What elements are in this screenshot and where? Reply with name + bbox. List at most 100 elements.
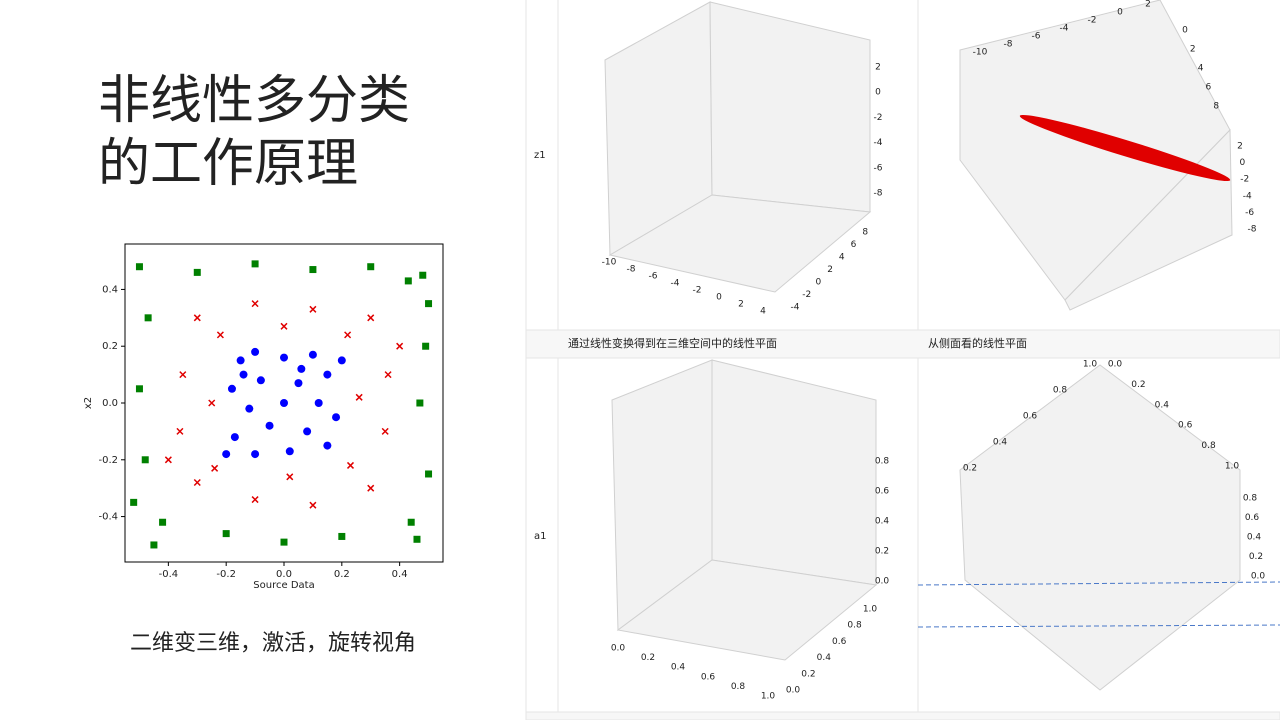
point [211, 464, 219, 472]
axis-tick-label: 4 [839, 253, 845, 263]
point [179, 371, 187, 379]
point [193, 268, 201, 276]
point [164, 456, 172, 464]
axis-tick-label: 0.4 [1247, 533, 1262, 543]
point [346, 461, 355, 469]
point [367, 263, 375, 271]
point [344, 331, 352, 339]
point [309, 305, 317, 313]
point [141, 456, 149, 464]
axis-tick-label: -8 [1004, 40, 1013, 50]
axis-tick-label: -8 [874, 189, 883, 199]
axis-tick-label: 6 [1206, 83, 1212, 93]
axis-tick-label: 0.4 [993, 438, 1008, 448]
point [150, 541, 158, 549]
point [193, 314, 201, 322]
axis-tick-label: -4 [1243, 191, 1252, 201]
axis-tick-label: 0.8 [875, 457, 890, 467]
y-tick-label: 0.4 [102, 284, 118, 295]
y-tick-label: 0.0 [102, 398, 118, 409]
point [135, 385, 143, 393]
axis-tick-label: 0.4 [875, 517, 890, 527]
axis-tick-label: 0.0 [875, 577, 890, 587]
axis-tick-label: 0.2 [641, 653, 655, 663]
axis-tick-label: 0 [875, 88, 881, 98]
point [314, 399, 323, 407]
axis-tick-label: 0.6 [1023, 412, 1038, 422]
axis-tick-label: -6 [649, 272, 658, 282]
axis-tick-label: -4 [671, 279, 680, 289]
point [176, 427, 184, 435]
axis-tick-label: 1.0 [761, 692, 776, 702]
axis-tick-label: 0.4 [671, 663, 686, 673]
caption-bar [525, 329, 1280, 359]
axis-tick-label: 0.8 [1053, 386, 1068, 396]
point [239, 370, 248, 379]
axis-tick-label: 0.8 [731, 682, 746, 692]
axis-tick-label: -2 [693, 286, 702, 296]
axis-tick-label: 6 [851, 240, 857, 250]
axis-tick-label: -6 [874, 163, 883, 173]
dashed-line [917, 624, 1280, 628]
axis-tick-label: -8 [627, 265, 636, 275]
point [236, 356, 245, 365]
point [422, 342, 430, 350]
point [416, 399, 424, 407]
axis-tick-label: 2 [1145, 0, 1151, 10]
point [280, 538, 288, 546]
axis-tick-label: 0.0 [1108, 360, 1123, 370]
point [227, 384, 236, 393]
point [332, 413, 341, 422]
axis-tick-label: 0.2 [875, 547, 889, 557]
axis-tick-label: -2 [1240, 175, 1249, 185]
point [251, 260, 259, 268]
panel-caption: 从侧面看的线性平面 [928, 336, 1027, 350]
point [413, 535, 421, 543]
axis-tick-label: 0.0 [786, 686, 801, 696]
axis-tick-label: 0 [1117, 8, 1123, 18]
x-tick-label: 0.4 [392, 569, 408, 580]
axis-tick-label: 0.6 [875, 487, 890, 497]
x-tick-label: -0.4 [159, 569, 179, 580]
axis-tick-label: 0.8 [1243, 494, 1258, 504]
point [297, 364, 306, 373]
axis-tick-label: 0.0 [611, 644, 626, 654]
title-line: 的工作原理 [98, 134, 358, 194]
axis-tick-label: -10 [602, 258, 617, 268]
axis-tick-label: -8 [1248, 225, 1257, 235]
point [308, 350, 317, 359]
point [135, 263, 143, 271]
point [251, 450, 260, 459]
point [367, 484, 375, 492]
point [396, 342, 404, 350]
axis-tick-label: 0 [816, 278, 822, 288]
point [294, 379, 303, 388]
point [193, 478, 201, 487]
title-line: 非线性多分类 [98, 71, 410, 131]
axis-tick-label: -4 [874, 138, 883, 148]
axis-tick-label: 0.0 [1251, 572, 1266, 582]
point [280, 399, 288, 407]
point [337, 356, 346, 365]
point [338, 532, 346, 540]
axis-tick-label: 2 [1237, 142, 1243, 152]
axis-tick-label: 2 [1190, 45, 1196, 55]
point [251, 347, 260, 356]
axis-tick-label: 0.4 [817, 653, 832, 663]
point [130, 498, 138, 506]
axis-tick-label: 0.6 [1178, 421, 1193, 431]
panel-caption: 通过线性变换得到在三维空间中的线性平面 [568, 336, 777, 350]
axis-tick-label: 0.6 [832, 637, 847, 647]
y-tick-label: -0.4 [98, 512, 118, 523]
axis-tick-label: -2 [1088, 16, 1097, 26]
axis-tick-label: 0.6 [701, 672, 716, 682]
y-axis-label: x2 [83, 397, 94, 409]
point [222, 450, 231, 459]
point [222, 530, 230, 538]
axis-tick-label: 0 [1182, 26, 1188, 36]
axis-tick-label: 0.6 [1245, 513, 1260, 523]
point [425, 300, 433, 308]
point [404, 277, 412, 285]
axis-tick-label: 8 [1213, 102, 1219, 112]
